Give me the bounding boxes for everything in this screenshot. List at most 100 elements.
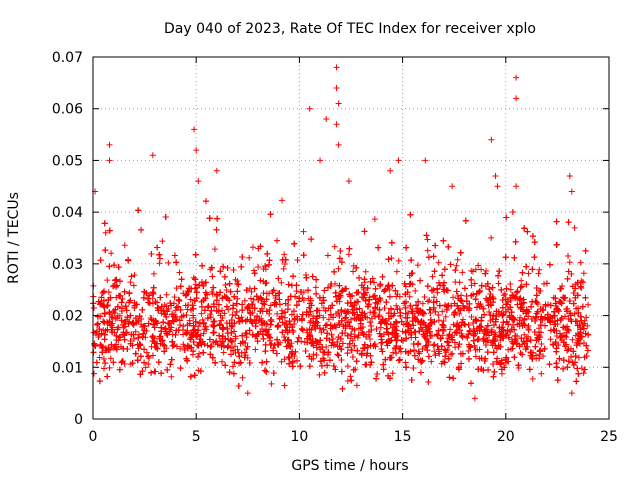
data-point (582, 294, 589, 301)
data-point (204, 315, 211, 322)
data-point (288, 311, 295, 318)
data-point (497, 343, 504, 350)
data-point (176, 297, 183, 304)
data-point (512, 238, 519, 245)
data-point (102, 247, 109, 254)
data-point (281, 382, 288, 389)
data-point (461, 321, 468, 328)
data-point (469, 268, 476, 275)
data-point (521, 225, 528, 232)
data-point (552, 321, 559, 328)
data-point (475, 262, 482, 269)
data-point (145, 360, 152, 367)
data-point (456, 279, 463, 286)
data-point (331, 243, 338, 250)
data-point (254, 338, 261, 345)
data-point (324, 330, 331, 337)
data-point (499, 312, 506, 319)
data-point (507, 280, 514, 287)
data-point (509, 209, 516, 216)
data-point (552, 302, 559, 309)
data-point (537, 316, 544, 323)
data-point (172, 331, 179, 338)
data-point (502, 254, 509, 261)
data-point (177, 345, 184, 352)
data-point (391, 321, 398, 328)
data-point (505, 346, 512, 353)
data-point (572, 353, 579, 360)
data-point (171, 294, 178, 301)
data-point (472, 353, 479, 360)
data-point (444, 338, 451, 345)
data-point (168, 324, 175, 331)
data-point (208, 314, 215, 321)
data-point (553, 327, 560, 334)
data-point (500, 319, 507, 326)
data-point (150, 270, 157, 277)
data-point (262, 263, 269, 270)
data-point (372, 304, 379, 311)
data-point (236, 353, 243, 360)
data-point (220, 349, 227, 356)
data-point (262, 280, 269, 287)
data-point (187, 296, 194, 303)
data-point (147, 315, 154, 322)
data-point (531, 239, 538, 246)
data-point (449, 350, 456, 357)
data-point (116, 292, 123, 299)
data-point (408, 257, 415, 264)
data-point (321, 287, 328, 294)
data-point (395, 357, 402, 364)
data-point (344, 377, 351, 384)
data-point (348, 377, 355, 384)
data-point (335, 352, 342, 359)
data-point (440, 237, 447, 244)
data-point (124, 346, 131, 353)
data-point (205, 303, 212, 310)
data-point (458, 298, 465, 305)
data-point (313, 344, 320, 351)
data-point (196, 350, 203, 357)
data-point (118, 317, 125, 324)
data-point (310, 319, 317, 326)
data-point (268, 380, 275, 387)
data-point (241, 297, 248, 304)
data-point (235, 315, 242, 322)
data-point (361, 228, 368, 235)
data-point (367, 335, 374, 342)
data-point (104, 277, 111, 284)
data-point (578, 317, 585, 324)
data-point (450, 294, 457, 301)
data-point (278, 313, 285, 320)
data-point (502, 331, 509, 338)
data-point (157, 294, 164, 301)
data-point (90, 304, 97, 311)
data-point (324, 362, 331, 369)
data-point (189, 302, 196, 309)
data-point (312, 284, 319, 291)
data-point (316, 371, 323, 378)
data-point (427, 316, 434, 323)
data-point (419, 345, 426, 352)
data-point (304, 339, 311, 346)
data-point (415, 340, 422, 347)
data-point (580, 370, 587, 377)
data-point (561, 295, 568, 302)
data-point (237, 359, 244, 366)
data-point (541, 315, 548, 322)
data-point (375, 244, 382, 251)
data-point (538, 341, 545, 348)
data-point (381, 304, 388, 311)
data-point (286, 360, 293, 367)
data-point (353, 264, 360, 271)
data-point (263, 296, 270, 303)
data-point (458, 297, 465, 304)
data-point (405, 349, 412, 356)
data-point (422, 335, 429, 342)
data-point (525, 326, 532, 333)
data-point (376, 330, 383, 337)
data-point (284, 337, 291, 344)
data-point (239, 332, 246, 339)
data-point (302, 272, 309, 279)
